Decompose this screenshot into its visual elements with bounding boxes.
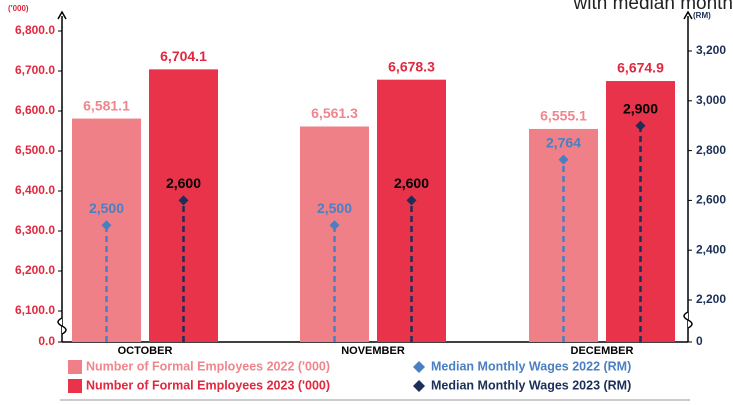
y-tick-label: 6,500.0 <box>15 143 55 157</box>
lollipop-marker <box>635 120 646 131</box>
legend-swatch <box>68 360 82 374</box>
x-tick-label: NOVEMBER <box>341 345 405 357</box>
axis-break <box>683 311 693 329</box>
y2-tick-label: 3,200 <box>696 43 726 57</box>
lollipop-marker <box>406 195 417 206</box>
bar-value-label: 6,581.1 <box>83 97 130 113</box>
legend-label: Number of Formal Employees 2022 ('000) <box>86 359 330 373</box>
legend-swatch <box>413 361 425 373</box>
bar-value-label: 6,674.9 <box>617 60 664 76</box>
legend-swatch <box>413 380 425 392</box>
legend-label: Number of Formal Employees 2023 ('000) <box>86 378 330 392</box>
y2-axis-label: (RM) <box>693 11 711 20</box>
y-tick-label: 0.0 <box>38 334 55 348</box>
y-tick-label: 6,400.0 <box>15 183 55 197</box>
y2-tick-label: 2,800 <box>696 143 726 157</box>
bar-value-label: 6,704.1 <box>160 48 207 64</box>
y-tick-label: 6,700.0 <box>15 63 55 77</box>
y-tick-label: 6,200.0 <box>15 263 55 277</box>
y2-tick-label: 0 <box>696 334 703 348</box>
lollipop-value-label: 2,900 <box>623 100 658 116</box>
x-tick-label: DECEMBER <box>571 345 634 357</box>
bar-value-label: 6,561.3 <box>311 105 358 121</box>
y-tick-label: 6,600.0 <box>15 103 55 117</box>
axis-break <box>57 317 67 335</box>
lollipop-marker <box>329 220 340 231</box>
y-tick-label: 6,100.0 <box>15 303 55 317</box>
y-tick-label: 6,800.0 <box>15 23 55 37</box>
legend-swatch <box>68 379 82 393</box>
lollipop-marker <box>558 154 569 165</box>
bar-value-label: 6,555.1 <box>540 108 587 124</box>
chart-title: with median month <box>573 0 733 14</box>
bar-value-label: 6,678.3 <box>388 58 435 74</box>
legend-label: Median Monthly Wages 2023 (RM) <box>431 378 631 392</box>
lollipop-marker <box>101 220 112 231</box>
lollipop-value-label: 2,600 <box>394 175 429 191</box>
y2-tick-label: 2,400 <box>696 242 726 256</box>
axis-arrow <box>57 10 67 20</box>
axis-arrow <box>683 10 693 20</box>
y-axis-label: ('000) <box>8 4 29 13</box>
lollipop-value-label: 2,500 <box>317 200 352 216</box>
x-tick-label: OCTOBER <box>118 345 173 357</box>
legend-label: Median Monthly Wages 2022 (RM) <box>431 359 631 373</box>
lollipop-value-label: 2,500 <box>89 200 124 216</box>
y-tick-label: 6,300.0 <box>15 223 55 237</box>
y2-tick-label: 2,600 <box>696 193 726 207</box>
lollipop-marker <box>178 195 189 206</box>
y2-tick-label: 2,200 <box>696 292 726 306</box>
lollipop-value-label: 2,600 <box>166 175 201 191</box>
lollipop-value-label: 2,764 <box>546 134 581 150</box>
y2-tick-label: 3,000 <box>696 93 726 107</box>
